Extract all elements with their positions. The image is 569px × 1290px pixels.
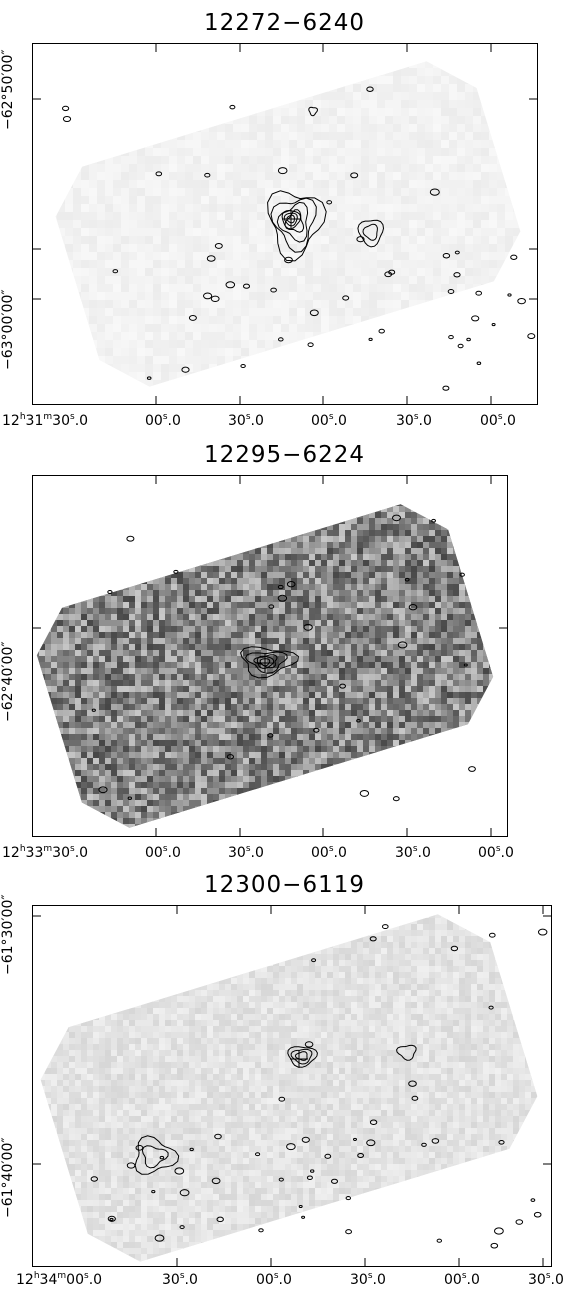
x-tick-label: 00s.0 [256, 1271, 292, 1288]
axis-ticks [33, 476, 507, 836]
x-tick-label: 00s.0 [145, 412, 181, 429]
x-tick-label: 00s.0 [478, 844, 514, 861]
image-frame [32, 905, 552, 1267]
x-tick-label: 30s.0 [228, 844, 264, 861]
x-tick-label: 00s.0 [444, 1271, 480, 1288]
panel-title: 12295−6224 [204, 442, 365, 468]
x-tick-label: 30s.0 [395, 844, 431, 861]
image-frame [32, 475, 508, 837]
y-tick-label: −61°30′00″ [0, 894, 16, 975]
axis-ticks [33, 44, 537, 404]
x-tick-label: 00s.0 [311, 412, 347, 429]
x-tick-label: 30s.0 [162, 1271, 198, 1288]
sky-map [40, 914, 538, 1262]
contours [91, 514, 476, 802]
x-tick-label-first: 12h31m30s.0 [2, 412, 89, 429]
panel-title: 12300−6119 [204, 872, 365, 898]
x-tick-label-first: 12h34m00s.0 [16, 1271, 103, 1288]
y-tick-label: −62°50′00″ [0, 49, 16, 130]
x-tick-label: 00s.0 [480, 412, 516, 429]
image-frame [32, 43, 538, 405]
x-tick-label: 30s.0 [528, 1271, 564, 1288]
sky-map [36, 504, 494, 828]
sky-image [33, 44, 537, 404]
x-tick-label: 30s.0 [350, 1271, 386, 1288]
y-tick-label: −61°40′00″ [0, 1137, 16, 1218]
sky-image [33, 906, 551, 1266]
y-tick-label: −63°00′00″ [0, 289, 16, 370]
y-tick-label: −62°40′00″ [0, 641, 16, 722]
axis-ticks [33, 906, 551, 1266]
contours [90, 924, 548, 1249]
sky-image [33, 476, 507, 836]
panel-title: 12272−6240 [204, 10, 365, 36]
x-tick-label: 30s.0 [228, 412, 264, 429]
contours [61, 86, 536, 391]
x-tick-label: 30s.0 [396, 412, 432, 429]
x-tick-label-first: 12h33m30s.0 [2, 844, 89, 861]
x-tick-label: 00s.0 [145, 844, 181, 861]
x-tick-label: 00s.0 [311, 844, 347, 861]
